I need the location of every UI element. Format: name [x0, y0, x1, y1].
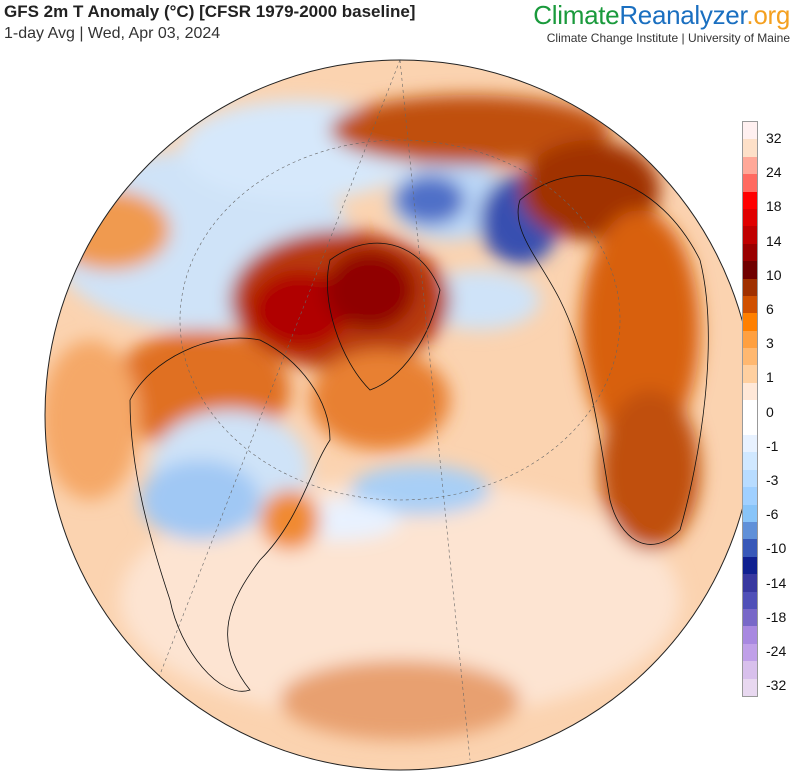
map-title: GFS 2m T Anomaly (°C) [CFSR 1979-2000 ba… — [4, 2, 416, 21]
colorbar-label: 0 — [766, 403, 774, 420]
colorbar-swatch — [743, 139, 757, 157]
colorbar-swatch — [743, 608, 757, 627]
colorbar-swatch — [743, 295, 757, 314]
colorbar-swatch — [743, 643, 757, 662]
colorbar-label: 10 — [766, 266, 782, 283]
colorbar-swatch — [743, 365, 757, 383]
colorbar-swatch — [743, 226, 757, 244]
colorbar — [742, 121, 758, 697]
colorbar-swatch — [743, 348, 757, 366]
brand-part2: Reanalyzer — [619, 0, 747, 30]
colorbar-swatch — [743, 208, 757, 227]
colorbar-swatch — [743, 452, 757, 470]
colorbar-swatch — [743, 122, 757, 140]
colorbar-label: -1 — [766, 437, 779, 454]
colorbar-label: -14 — [766, 574, 787, 591]
colorbar-swatch — [743, 435, 757, 453]
colorbar-swatch — [743, 400, 757, 418]
colorbar-swatch — [743, 330, 757, 349]
colorbar-label: -10 — [766, 540, 787, 557]
colorbar-label: 18 — [766, 198, 782, 215]
colorbar-label: 1 — [766, 369, 774, 386]
colorbar-swatch — [743, 174, 757, 192]
colorbar-swatch — [743, 469, 757, 488]
colorbar-label: -3 — [766, 472, 779, 488]
colorbar-swatch — [743, 261, 757, 279]
colorbar-label: 6 — [766, 301, 774, 317]
colorbar-swatch — [743, 626, 757, 644]
map-subtitle: 1-day Avg | Wed, Apr 03, 2024 — [4, 25, 221, 42]
colorbar-swatch — [743, 278, 757, 296]
colorbar-label: 14 — [766, 232, 782, 249]
colorbar-swatch — [743, 487, 757, 505]
colorbar-swatch — [743, 539, 757, 557]
colorbar-swatch — [743, 591, 757, 609]
colorbar-swatch — [743, 504, 757, 522]
colorbar-label: -32 — [766, 677, 787, 694]
brand-logo[interactable]: ClimateReanalyzer.org — [533, 0, 790, 31]
brand-part1: Climate — [533, 0, 620, 30]
colorbar-swatch — [743, 382, 757, 401]
colorbar-swatch — [743, 156, 757, 175]
colorbar-label: 24 — [766, 164, 782, 181]
institute-label: Climate Change Institute | University of… — [546, 31, 790, 45]
colorbar-swatch — [743, 574, 757, 592]
colorbar-swatch — [743, 661, 757, 679]
colorbar-label: -24 — [766, 643, 787, 659]
colorbar-swatch — [743, 521, 757, 540]
colorbar-label: -18 — [766, 608, 787, 625]
colorbar-swatch — [743, 417, 757, 436]
colorbar-swatch — [743, 313, 757, 331]
colorbar-label: 3 — [766, 335, 774, 352]
colorbar-swatch — [743, 678, 757, 696]
colorbar-swatch — [743, 556, 757, 575]
colorbar-label: -6 — [766, 506, 779, 523]
brand-tld: .org — [746, 0, 790, 30]
colorbar-swatch — [743, 243, 757, 262]
colorbar-swatch — [743, 191, 757, 209]
colorbar-label: 32 — [766, 130, 782, 146]
